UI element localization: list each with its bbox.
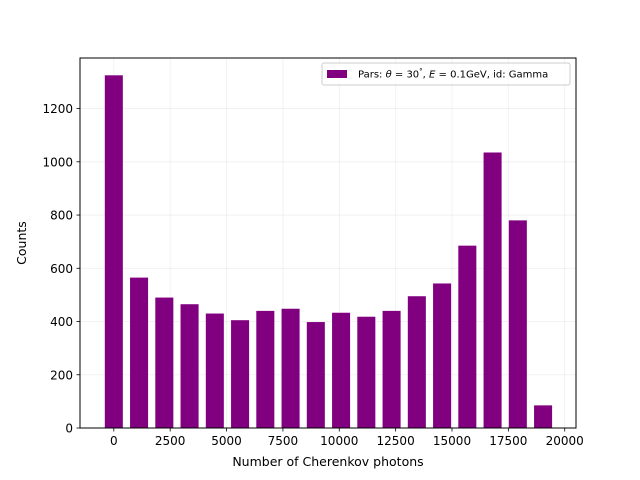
x-tick-label-0: 0 — [110, 434, 118, 448]
legend-suffix: , id: Gamma — [487, 70, 549, 81]
bar-13 — [433, 283, 452, 428]
x-axis-ticks: 0 2500 5000 7500 10000 12500 15000 17500 20000 — [110, 428, 584, 448]
bar-11 — [382, 310, 401, 428]
x-axis-label: Number of Cherenkov photons — [232, 454, 423, 469]
y-tick-label-4: 800 — [50, 209, 73, 223]
bar-2 — [155, 297, 174, 428]
axes-frame — [79, 57, 577, 429]
bar-9 — [332, 312, 351, 428]
x-tick-label-3: 7500 — [268, 434, 299, 448]
x-tick-label-2: 5000 — [211, 434, 242, 448]
bar-0 — [104, 75, 123, 428]
bar-12 — [407, 296, 426, 428]
x-tick-label-8: 20000 — [546, 434, 584, 448]
bar-16 — [508, 220, 527, 428]
bar-15 — [483, 152, 502, 428]
bar-17 — [534, 405, 553, 428]
x-tick-label-1: 2500 — [155, 434, 186, 448]
x-tick-label-4: 10000 — [320, 434, 358, 448]
legend-box — [321, 62, 571, 86]
bar-10 — [357, 316, 376, 428]
legend-prefix: Pars: — [358, 70, 386, 81]
y-tick-label-2: 400 — [50, 315, 73, 329]
bar-1 — [130, 277, 149, 428]
bars-group — [104, 75, 553, 428]
bar-14 — [458, 245, 477, 428]
legend-entry-text: Pars: θ = 30°, E = 0.1GeV, id: Gamma — [358, 68, 548, 81]
legend-sep1: , — [423, 70, 429, 81]
legend-energy: E — [429, 70, 436, 81]
y-tick-label-6: 1200 — [42, 102, 73, 116]
plot-frame — [79, 57, 577, 429]
y-axis-label: Counts — [14, 221, 29, 265]
legend-degree: ° — [419, 68, 423, 76]
y-tick-label-0: 0 — [65, 422, 73, 436]
y-axis-ticks: 0 200 400 600 800 1000 1200 — [42, 102, 80, 436]
legend: Pars: θ = 30°, E = 0.1GeV, id: Gamma — [321, 62, 571, 86]
bar-8 — [306, 322, 325, 428]
bar-7 — [281, 308, 300, 428]
bar-4 — [205, 313, 224, 428]
bar-6 — [256, 310, 275, 428]
x-tick-label-7: 17500 — [489, 434, 527, 448]
legend-swatch — [327, 70, 347, 78]
legend-eq1: = 30 — [392, 70, 419, 81]
bar-3 — [180, 304, 199, 428]
y-tick-label-1: 200 — [50, 368, 73, 382]
y-tick-label-3: 600 — [50, 262, 73, 276]
y-tick-label-5: 1000 — [42, 155, 73, 169]
bar-5 — [231, 320, 250, 428]
x-tick-label-6: 15000 — [433, 434, 471, 448]
legend-theta: θ — [386, 70, 392, 81]
legend-eq2: = 0.1GeV — [435, 70, 487, 81]
x-tick-label-5: 12500 — [377, 434, 415, 448]
